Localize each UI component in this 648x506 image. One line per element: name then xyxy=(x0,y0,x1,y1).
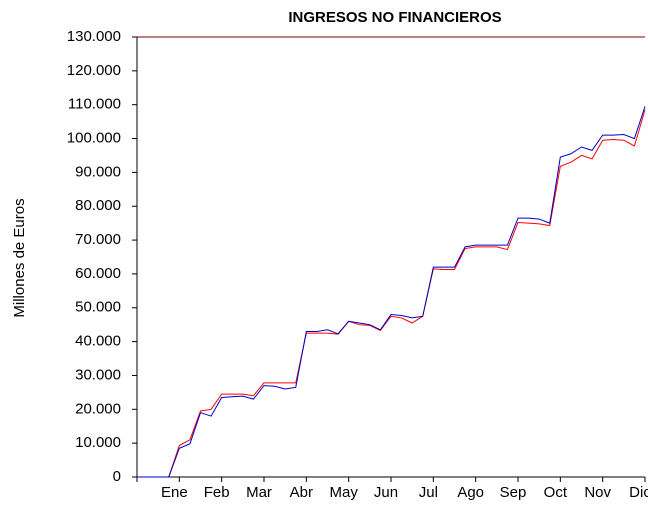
x-tick-label: Mar xyxy=(246,484,272,501)
x-tick-label: May xyxy=(329,484,358,501)
y-tick-label: 0 xyxy=(113,468,121,485)
y-tick-label: 90.000 xyxy=(75,163,121,180)
x-tick-label: Nov xyxy=(584,484,611,501)
y-tick-label: 100.000 xyxy=(67,130,121,147)
y-tick-label: 40.000 xyxy=(75,333,121,350)
x-tick-label: Sep xyxy=(500,484,527,501)
y-tick-label: 130.000 xyxy=(67,28,121,45)
y-tick-label: 20.000 xyxy=(75,400,121,417)
y-axis-label: Millones de Euros xyxy=(11,198,28,317)
series-line xyxy=(137,106,646,478)
y-tick-label: 30.000 xyxy=(75,366,121,383)
series-line xyxy=(137,109,646,478)
y-tick-label: 110.000 xyxy=(68,96,121,113)
chart-title: INGRESOS NO FINANCIEROS xyxy=(288,9,501,26)
y-tick-label: 80.000 xyxy=(75,197,121,214)
x-tick-label: Abr xyxy=(290,484,313,501)
y-tick-label: 50.000 xyxy=(75,299,121,316)
x-tick-label: Feb xyxy=(204,484,230,501)
x-tick-label: Jun xyxy=(374,484,398,501)
x-tick-label: Ene xyxy=(161,484,188,501)
x-tick-label: Oct xyxy=(544,484,568,501)
y-tick-label: 120.000 xyxy=(67,62,121,79)
y-tick-label: 10.000 xyxy=(75,434,121,451)
y-tick-label: 60.000 xyxy=(75,265,121,282)
y-tick-label: 70.000 xyxy=(75,231,121,248)
x-tick-label: Jul xyxy=(419,484,438,501)
x-tick-label: Dic xyxy=(629,484,648,501)
x-tick-label: Ago xyxy=(457,484,484,501)
